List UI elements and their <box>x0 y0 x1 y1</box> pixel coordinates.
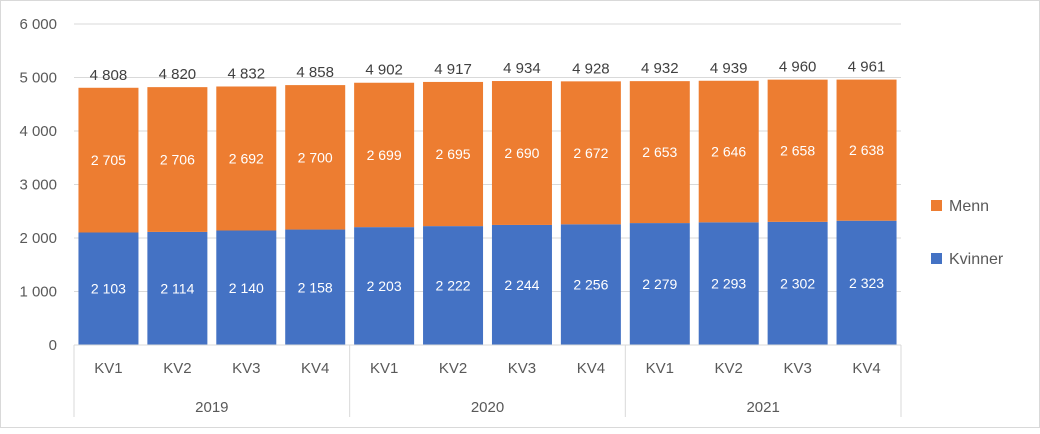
x-tick-label: KV3 <box>508 360 536 377</box>
total-label: 4 820 <box>159 66 197 83</box>
bar-menn <box>491 81 552 225</box>
bar-menn <box>354 82 415 228</box>
data-label: 2 700 <box>298 149 333 165</box>
bar-menn <box>698 80 759 223</box>
data-label: 2 279 <box>642 276 677 292</box>
data-label: 2 658 <box>780 143 815 159</box>
x-tick-label: KV2 <box>715 360 743 377</box>
data-label: 2 646 <box>711 144 746 160</box>
bar-kvinner <box>629 223 690 345</box>
data-label: 2 705 <box>91 152 126 168</box>
total-label: 4 832 <box>228 65 266 82</box>
bar-kvinner <box>354 227 415 345</box>
bar-menn <box>767 79 828 222</box>
bar-kvinner <box>78 232 139 345</box>
data-label: 2 690 <box>504 145 539 161</box>
data-label: 2 244 <box>504 277 539 293</box>
data-label: 2 323 <box>849 275 884 291</box>
data-label: 2 699 <box>367 147 402 163</box>
total-label: 4 858 <box>296 64 334 81</box>
data-label: 2 653 <box>642 144 677 160</box>
x-tick-label: KV2 <box>163 360 191 377</box>
y-tick-label: 6 000 <box>19 16 57 33</box>
bar-menn <box>629 81 690 224</box>
total-label: 4 939 <box>710 60 748 77</box>
bar-kvinner <box>147 231 208 345</box>
x-tick-label: KV1 <box>370 360 398 377</box>
bar-kvinner <box>285 229 346 345</box>
bar-kvinner <box>698 222 759 345</box>
bar-kvinner <box>560 224 621 345</box>
total-label: 4 932 <box>641 60 679 77</box>
group-label: 2019 <box>195 399 228 416</box>
y-tick-label: 4 000 <box>19 123 57 140</box>
bar-kvinner <box>216 230 277 345</box>
data-label: 2 103 <box>91 281 126 297</box>
total-label: 4 928 <box>572 60 610 77</box>
bar-menn <box>216 86 277 231</box>
bar-kvinner <box>767 221 828 345</box>
data-label: 2 672 <box>573 145 608 161</box>
y-tick-label: 5 000 <box>19 70 57 87</box>
bar-menn <box>836 79 897 221</box>
x-tick-label: KV2 <box>439 360 467 377</box>
legend-swatch-kvinner <box>931 253 942 264</box>
x-tick-label: KV3 <box>783 360 811 377</box>
legend-label: Menn <box>949 198 989 215</box>
bar-menn <box>560 81 621 225</box>
total-label: 4 961 <box>848 59 886 76</box>
data-label: 2 692 <box>229 150 264 166</box>
data-label: 2 222 <box>436 278 471 294</box>
data-label: 2 158 <box>298 279 333 295</box>
bar-kvinner <box>423 226 484 345</box>
bar-menn <box>423 81 484 227</box>
group-label: 2021 <box>746 399 779 416</box>
x-tick-label: KV4 <box>577 360 605 377</box>
y-tick-label: 3 000 <box>19 177 57 194</box>
legend-swatch-menn <box>931 200 942 211</box>
data-label: 2 302 <box>780 275 815 291</box>
y-tick-label: 2 000 <box>19 230 57 247</box>
total-label: 4 917 <box>434 61 472 78</box>
group-label: 2020 <box>471 399 504 416</box>
x-tick-label: KV4 <box>852 360 880 377</box>
total-label: 4 960 <box>779 59 817 76</box>
data-label: 2 293 <box>711 276 746 292</box>
bar-kvinner <box>836 220 897 345</box>
data-label: 2 203 <box>367 278 402 294</box>
data-label: 2 114 <box>160 280 194 296</box>
x-tick-label: KV3 <box>232 360 260 377</box>
data-label: 2 706 <box>160 152 195 168</box>
legend-label: Kvinner <box>949 251 1004 268</box>
data-label: 2 695 <box>436 146 471 162</box>
data-label: 2 256 <box>573 277 608 293</box>
total-label: 4 902 <box>365 62 403 79</box>
y-tick-label: 0 <box>49 337 57 354</box>
bar-kvinner <box>491 224 552 345</box>
data-label: 2 140 <box>229 280 264 296</box>
x-tick-label: KV1 <box>94 360 122 377</box>
bar-menn <box>78 87 139 233</box>
y-tick-label: 1 000 <box>19 284 57 301</box>
x-tick-label: KV1 <box>646 360 674 377</box>
bar-menn <box>285 85 346 230</box>
bar-menn <box>147 87 208 232</box>
x-tick-label: KV4 <box>301 360 329 377</box>
data-label: 2 638 <box>849 142 884 158</box>
total-label: 4 808 <box>90 67 128 84</box>
total-label: 4 934 <box>503 60 541 77</box>
